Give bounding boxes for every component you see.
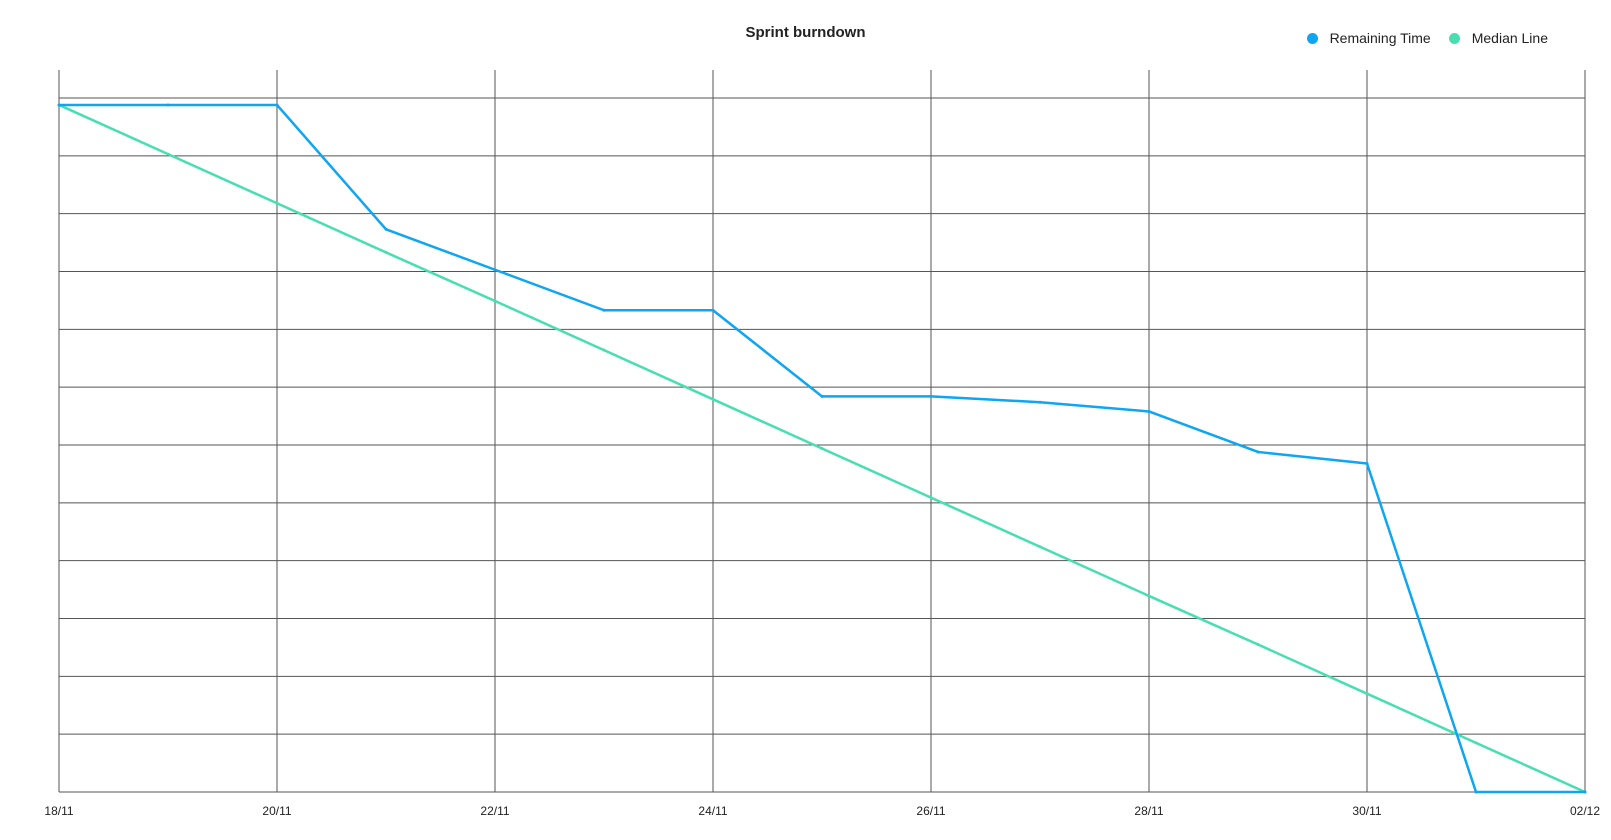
data-point[interactable]: [275, 201, 279, 205]
x-tick-labels: 18/11 20/11 22/11 24/11 26/11 28/11 30/11 02/12: [44, 804, 1600, 818]
legend-item-remaining-time[interactable]: Remaining Time: [1306, 30, 1431, 46]
legend-item-median-line[interactable]: Median Line: [1448, 30, 1548, 46]
data-point[interactable]: [1256, 643, 1260, 647]
x-tick-label: 02/12: [1570, 804, 1600, 818]
data-point[interactable]: [1474, 790, 1478, 794]
legend-label-median-line: Median Line: [1471, 30, 1548, 46]
chart-title: Sprint burndown: [745, 24, 866, 41]
data-point[interactable]: [493, 299, 497, 303]
series-layer: [57, 103, 1587, 794]
data-point[interactable]: [1256, 450, 1260, 454]
x-tick-label: 24/11: [698, 804, 727, 818]
vertical-gridlines: [58, 70, 1586, 792]
legend-dot-remaining-time: [1306, 32, 1318, 44]
data-point[interactable]: [1147, 594, 1151, 598]
x-tick-label: 28/11: [1134, 804, 1163, 818]
data-point[interactable]: [384, 227, 388, 231]
x-tick-label: 18/11: [44, 804, 73, 818]
horizontal-gridlines: [59, 97, 1585, 793]
data-point[interactable]: [166, 103, 170, 107]
data-point[interactable]: [166, 152, 170, 156]
legend-label-remaining-time: Remaining Time: [1329, 30, 1431, 46]
data-point[interactable]: [929, 394, 933, 398]
data-point[interactable]: [493, 268, 497, 272]
data-point[interactable]: [602, 348, 606, 352]
data-point[interactable]: [711, 308, 715, 312]
x-tick-label: 20/11: [262, 804, 291, 818]
x-tick-label: 22/11: [480, 804, 509, 818]
data-point[interactable]: [275, 103, 279, 107]
series-remaining-time[interactable]: [57, 103, 1587, 794]
data-point[interactable]: [1365, 692, 1369, 696]
data-point[interactable]: [602, 308, 606, 312]
data-point[interactable]: [1038, 400, 1042, 404]
data-point[interactable]: [820, 394, 824, 398]
x-tick-label: 26/11: [916, 804, 945, 818]
data-point[interactable]: [1147, 409, 1151, 413]
data-point[interactable]: [57, 103, 61, 107]
data-point[interactable]: [1583, 790, 1587, 794]
data-point[interactable]: [1365, 462, 1369, 466]
data-point[interactable]: [1474, 741, 1478, 745]
data-point[interactable]: [820, 446, 824, 450]
x-tick-label: 30/11: [1352, 804, 1381, 818]
chart-legend: Remaining Time Median Line: [1289, 30, 1548, 46]
data-point[interactable]: [711, 397, 715, 401]
data-point[interactable]: [384, 250, 388, 254]
data-point[interactable]: [1038, 545, 1042, 549]
data-point[interactable]: [929, 496, 933, 500]
series-median-line[interactable]: [57, 103, 1587, 794]
legend-dot-median-line: [1448, 32, 1460, 44]
